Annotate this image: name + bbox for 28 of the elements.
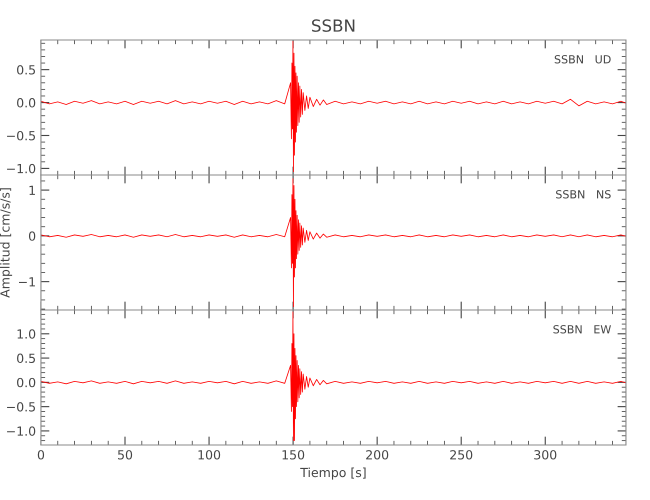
x-tick-label: 100 xyxy=(198,450,220,460)
line-series xyxy=(40,40,626,172)
x-tick-label: 0 xyxy=(38,450,44,460)
y-tick-label: −0.5 xyxy=(7,130,35,140)
annotation: SSBN UD xyxy=(554,55,611,64)
y-tick-label: −0.5 xyxy=(7,402,35,412)
y-tick-label: 0.0 xyxy=(17,378,36,388)
line-series xyxy=(40,178,626,308)
y-tick-label: 1 xyxy=(30,186,35,195)
x-tick-label: 250 xyxy=(450,450,472,460)
chart-title: SSBN xyxy=(312,19,354,32)
x-tick-label: 300 xyxy=(534,450,556,460)
y-axis-title: Amplitud [cm/s/s] xyxy=(0,188,12,298)
y-tick-label: 0 xyxy=(28,231,36,241)
y-tick-label: 1.0 xyxy=(18,329,36,339)
x-axis-title: Tiempo [s] xyxy=(300,468,366,480)
y-tick-label: −1.0 xyxy=(7,164,36,174)
annotation: SSBN EW xyxy=(553,325,611,334)
y-tick-label: 0.5 xyxy=(17,65,35,75)
x-tick-label: 50 xyxy=(118,450,132,460)
x-tick-label: 150 xyxy=(282,450,304,460)
x-tick-label: 200 xyxy=(366,450,388,460)
y-tick-label: 0.5 xyxy=(17,354,35,363)
line-series xyxy=(40,312,626,442)
y-tick-label: 0.0 xyxy=(17,98,36,108)
y-tick-label: −1 xyxy=(18,277,35,286)
y-tick-label: −1.0 xyxy=(7,426,36,436)
annotation: SSBN NS xyxy=(556,190,611,198)
